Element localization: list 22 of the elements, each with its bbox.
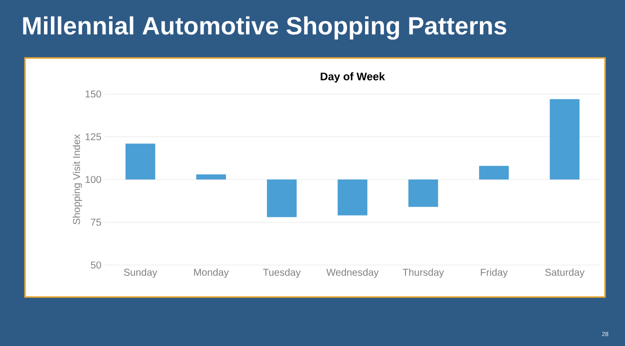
bar: [126, 144, 156, 180]
bar: [550, 99, 580, 180]
x-tick-label: Wednesday: [326, 268, 379, 278]
x-tick-label: Monday: [194, 268, 229, 278]
bar: [338, 180, 368, 216]
y-tick-label: 100: [86, 176, 102, 184]
bar: [408, 180, 438, 207]
bar: [196, 174, 226, 180]
x-tick-label: Saturday: [545, 268, 585, 278]
x-tick-label: Thursday: [402, 268, 444, 278]
chart-title: Millennial Automotive Shopping Patterns: [23, 16, 506, 40]
bar: [266, 180, 297, 218]
bar: [479, 166, 509, 180]
chart-subtitle: Day of Week: [320, 72, 386, 82]
y-tick-label: 125: [86, 133, 102, 140]
x-tick-label: Friday: [480, 268, 508, 278]
y-tick-label: 50: [90, 261, 102, 269]
x-tick-label: Tuesday: [263, 268, 301, 278]
y-axis-title: Shopping Visit Index: [72, 134, 82, 224]
y-tick-label: 150: [86, 90, 102, 98]
y-tick-label: 75: [90, 218, 102, 226]
x-tick-label: Sunday: [124, 268, 158, 278]
